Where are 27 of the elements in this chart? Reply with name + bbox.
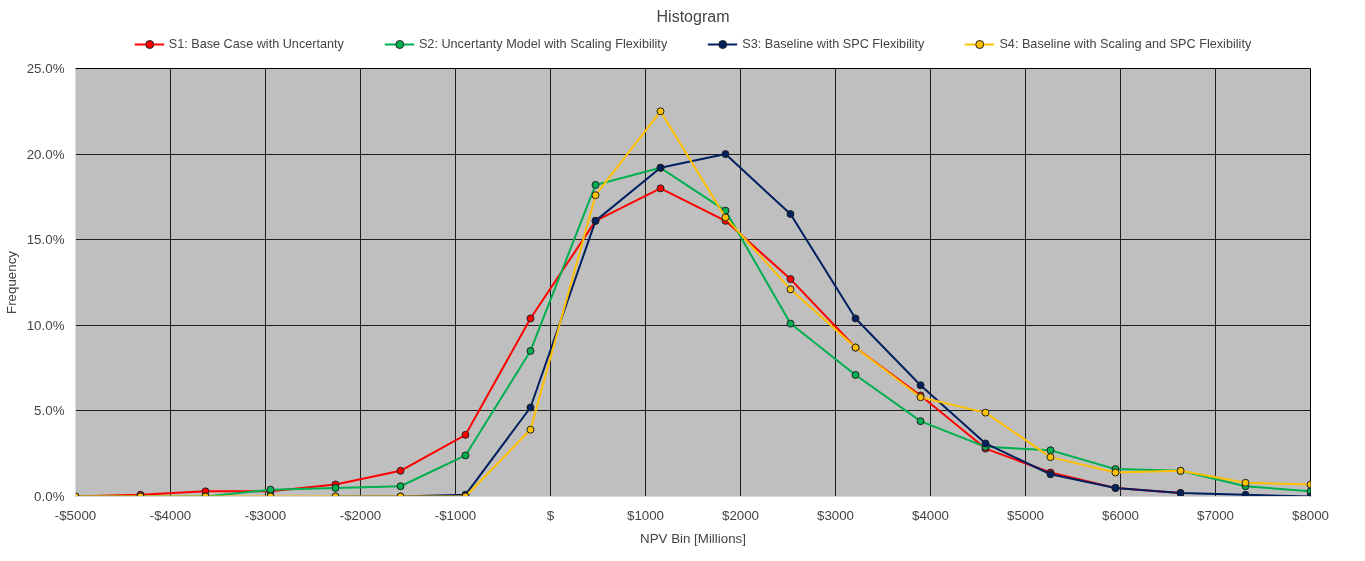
x-tick-label: -$1000 <box>434 507 477 523</box>
y-tick-label: 0.0% <box>34 489 65 504</box>
x-tick-label: $3000 <box>816 507 855 523</box>
y-tick-label: 20.0% <box>26 146 65 162</box>
y-tick-label: 15.0% <box>26 232 65 248</box>
legend-label: S1: Base Case with Uncertanty <box>168 36 344 51</box>
x-tick-label: $1000 <box>626 507 665 523</box>
legend-label: S3: Baseline with SPC Flexibility <box>742 36 925 51</box>
x-tick-label: $8000 <box>1291 507 1330 523</box>
y-tick-label: 10.0% <box>26 317 65 333</box>
y-axis-title: Frequency <box>3 250 19 314</box>
x-tick-label: -$2000 <box>339 507 382 523</box>
y-tick-label: 25.0% <box>26 61 65 76</box>
x-tick-label: -$4000 <box>149 507 192 523</box>
x-tick-label: $4000 <box>911 507 950 523</box>
legend-label: S2: Uncertanty Model with Scaling Flexibility <box>418 36 668 51</box>
x-tick-label: -$5000 <box>54 507 97 523</box>
x-tick-label: $5000 <box>1006 507 1045 523</box>
x-tick-label: $ <box>546 507 555 523</box>
legend-label: S4: Baseline with Scaling and SPC Flexibility <box>999 36 1252 51</box>
x-tick-label: $6000 <box>1101 507 1140 523</box>
x-tick-label: -$3000 <box>244 507 287 523</box>
x-axis-title: NPV Bin [Millions] <box>640 530 746 546</box>
y-tick-label: 5.0% <box>34 403 65 419</box>
chart-title: Histogram <box>656 7 730 25</box>
x-tick-label: $2000 <box>721 507 760 523</box>
x-tick-label: $7000 <box>1196 507 1235 523</box>
